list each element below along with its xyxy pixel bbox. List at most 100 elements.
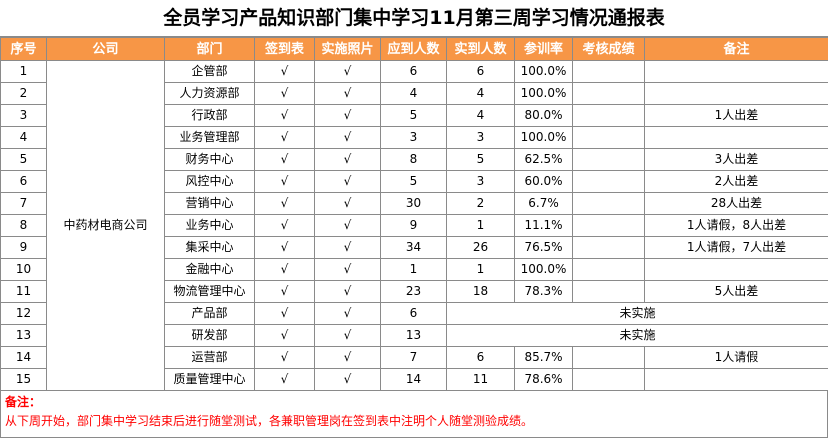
cell-actual[interactable]: 1	[446, 258, 515, 281]
cell-no[interactable]: 5	[0, 148, 47, 171]
cell-expected[interactable]: 7	[380, 346, 447, 369]
cell-photo[interactable]: √	[314, 368, 381, 391]
cell-department[interactable]: 风控中心	[164, 170, 255, 193]
cell-department[interactable]: 业务中心	[164, 214, 255, 237]
cell-sign-sheet[interactable]: √	[254, 346, 315, 369]
cell-sign-sheet[interactable]: √	[254, 192, 315, 215]
cell-department[interactable]: 业务管理部	[164, 126, 255, 149]
cell-expected[interactable]: 1	[380, 258, 447, 281]
cell-rate[interactable]: 100.0%	[514, 126, 573, 149]
cell-remark[interactable]	[644, 82, 828, 105]
cell-score[interactable]	[572, 214, 645, 237]
cell-photo[interactable]: √	[314, 148, 381, 171]
cell-score[interactable]	[572, 126, 645, 149]
cell-no[interactable]: 12	[0, 302, 47, 325]
cell-score[interactable]	[572, 192, 645, 215]
header-rate[interactable]: 参训率	[514, 37, 573, 61]
cell-remark[interactable]	[644, 368, 828, 391]
cell-score[interactable]	[572, 258, 645, 281]
header-remark[interactable]: 备注	[644, 37, 828, 61]
cell-photo[interactable]: √	[314, 236, 381, 259]
header-score[interactable]: 考核成绩	[572, 37, 645, 61]
cell-score[interactable]	[572, 368, 645, 391]
cell-no[interactable]: 13	[0, 324, 47, 347]
cell-expected[interactable]: 30	[380, 192, 447, 215]
cell-no[interactable]: 3	[0, 104, 47, 127]
cell-no[interactable]: 1	[0, 60, 47, 83]
cell-rate[interactable]: 100.0%	[514, 258, 573, 281]
cell-company[interactable]: 中药材电商公司	[46, 60, 165, 391]
cell-actual[interactable]: 1	[446, 214, 515, 237]
cell-photo[interactable]: √	[314, 258, 381, 281]
cell-department[interactable]: 企管部	[164, 60, 255, 83]
cell-no[interactable]: 7	[0, 192, 47, 215]
cell-remark[interactable]: 5人出差	[644, 280, 828, 303]
cell-no[interactable]: 8	[0, 214, 47, 237]
cell-no[interactable]: 15	[0, 368, 47, 391]
cell-no[interactable]: 9	[0, 236, 47, 259]
cell-expected[interactable]: 5	[380, 170, 447, 193]
cell-no[interactable]: 11	[0, 280, 47, 303]
cell-photo[interactable]: √	[314, 60, 381, 83]
cell-score[interactable]	[572, 170, 645, 193]
cell-expected[interactable]: 34	[380, 236, 447, 259]
cell-status-merged[interactable]: 未实施	[446, 302, 828, 325]
cell-remark[interactable]: 2人出差	[644, 170, 828, 193]
cell-expected[interactable]: 9	[380, 214, 447, 237]
cell-photo[interactable]: √	[314, 302, 381, 325]
cell-rate[interactable]: 78.3%	[514, 280, 573, 303]
cell-no[interactable]: 2	[0, 82, 47, 105]
cell-expected[interactable]: 5	[380, 104, 447, 127]
cell-rate[interactable]: 62.5%	[514, 148, 573, 171]
cell-photo[interactable]: √	[314, 82, 381, 105]
cell-rate[interactable]: 100.0%	[514, 60, 573, 83]
cell-expected[interactable]: 3	[380, 126, 447, 149]
cell-actual[interactable]: 11	[446, 368, 515, 391]
cell-sign-sheet[interactable]: √	[254, 170, 315, 193]
cell-sign-sheet[interactable]: √	[254, 236, 315, 259]
header-actual[interactable]: 实到人数	[446, 37, 515, 61]
cell-score[interactable]	[572, 60, 645, 83]
cell-actual[interactable]: 2	[446, 192, 515, 215]
cell-expected[interactable]: 4	[380, 82, 447, 105]
cell-remark[interactable]	[644, 258, 828, 281]
cell-sign-sheet[interactable]: √	[254, 214, 315, 237]
cell-rate[interactable]: 100.0%	[514, 82, 573, 105]
cell-department[interactable]: 物流管理中心	[164, 280, 255, 303]
header-photo[interactable]: 实施照片	[314, 37, 381, 61]
cell-score[interactable]	[572, 104, 645, 127]
cell-actual[interactable]: 4	[446, 104, 515, 127]
cell-score[interactable]	[572, 280, 645, 303]
cell-remark[interactable]: 1人出差	[644, 104, 828, 127]
cell-no[interactable]: 10	[0, 258, 47, 281]
cell-remark[interactable]: 28人出差	[644, 192, 828, 215]
cell-no[interactable]: 4	[0, 126, 47, 149]
cell-expected[interactable]: 23	[380, 280, 447, 303]
cell-department[interactable]: 运营部	[164, 346, 255, 369]
cell-department[interactable]: 营销中心	[164, 192, 255, 215]
cell-remark[interactable]: 1人请假，7人出差	[644, 236, 828, 259]
cell-photo[interactable]: √	[314, 346, 381, 369]
cell-actual[interactable]: 3	[446, 170, 515, 193]
cell-sign-sheet[interactable]: √	[254, 324, 315, 347]
cell-photo[interactable]: √	[314, 192, 381, 215]
cell-rate[interactable]: 76.5%	[514, 236, 573, 259]
cell-photo[interactable]: √	[314, 126, 381, 149]
header-company[interactable]: 公司	[46, 37, 165, 61]
cell-photo[interactable]: √	[314, 214, 381, 237]
cell-department[interactable]: 金融中心	[164, 258, 255, 281]
cell-photo[interactable]: √	[314, 104, 381, 127]
cell-rate[interactable]: 80.0%	[514, 104, 573, 127]
cell-sign-sheet[interactable]: √	[254, 148, 315, 171]
cell-department[interactable]: 财务中心	[164, 148, 255, 171]
cell-actual[interactable]: 26	[446, 236, 515, 259]
cell-sign-sheet[interactable]: √	[254, 82, 315, 105]
cell-expected[interactable]: 14	[380, 368, 447, 391]
cell-actual[interactable]: 18	[446, 280, 515, 303]
cell-remark[interactable]: 1人请假，8人出差	[644, 214, 828, 237]
cell-department[interactable]: 集采中心	[164, 236, 255, 259]
cell-department[interactable]: 人力资源部	[164, 82, 255, 105]
cell-expected[interactable]: 8	[380, 148, 447, 171]
cell-no[interactable]: 14	[0, 346, 47, 369]
cell-score[interactable]	[572, 236, 645, 259]
